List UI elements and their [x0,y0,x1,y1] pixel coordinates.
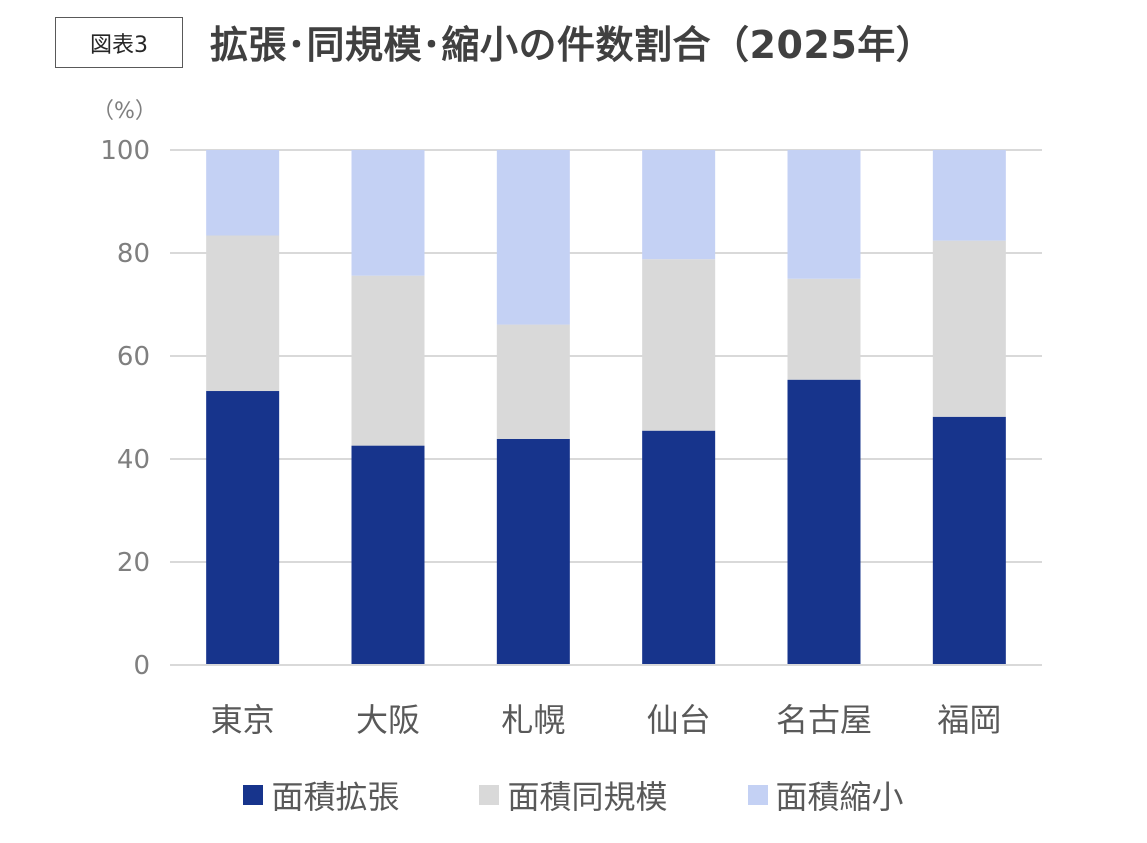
bar-segment [351,445,425,665]
stacked-bar-chart: （%） 0 20 40 60 80 100 東京 大阪 札幌 仙台 名古屋 福岡 [92,99,1042,739]
figure-label: 図表3 [55,17,183,68]
x-category-label: 仙台 [647,701,711,739]
chart-title: 拡張･同規模･縮小の件数割合（2025年） [210,23,935,67]
bar-segment [932,416,1006,665]
legend-item: 面積同規模 [479,772,668,818]
x-category-label: 大阪 [356,701,420,739]
grid-lines [170,149,1042,666]
x-category-label: 札幌 [501,701,565,739]
bar-segment [351,275,425,446]
bar-segment [496,438,570,665]
bar-segment [206,235,280,392]
bar-segment [642,150,716,260]
legend-item: 面積縮小 [747,772,904,818]
x-category-label: 名古屋 [776,701,872,739]
legend-label: 面積拡張 [271,778,400,816]
bar-segment [932,150,1006,241]
bar-segment [787,379,861,665]
bar-segment [642,430,716,665]
bar-segment [206,150,280,236]
bar-segment [496,324,570,439]
legend-label: 面積縮小 [775,778,904,816]
y-axis-unit: （%） [92,99,157,124]
legend: 面積拡張 面積同規模 面積縮小 [0,770,1147,820]
legend-item: 面積拡張 [243,772,399,818]
bar-segment [351,150,425,276]
y-tick-label: 60 [117,342,150,372]
bar-segment [496,150,570,325]
x-category-label: 東京 [211,701,275,739]
x-axis-categories: 東京 大阪 札幌 仙台 名古屋 福岡 [211,701,1002,739]
y-tick-label: 0 [133,651,150,681]
bar-segment [932,240,1006,417]
legend-swatch [479,785,500,805]
bar-segment [787,278,861,380]
legend-label: 面積同規模 [507,778,668,816]
y-tick-label: 80 [117,239,150,269]
x-category-label: 福岡 [937,701,1001,739]
y-tick-label: 40 [117,445,150,475]
bar-segment [642,259,716,431]
y-tick-label: 100 [100,136,150,166]
y-tick-label: 20 [117,548,150,578]
legend-swatch [243,785,264,805]
y-axis-ticks: 0 20 40 60 80 100 [100,136,150,681]
bar-segment [787,150,861,279]
legend-swatch [747,785,768,805]
bar-segment [206,391,280,665]
bars [170,150,1042,666]
